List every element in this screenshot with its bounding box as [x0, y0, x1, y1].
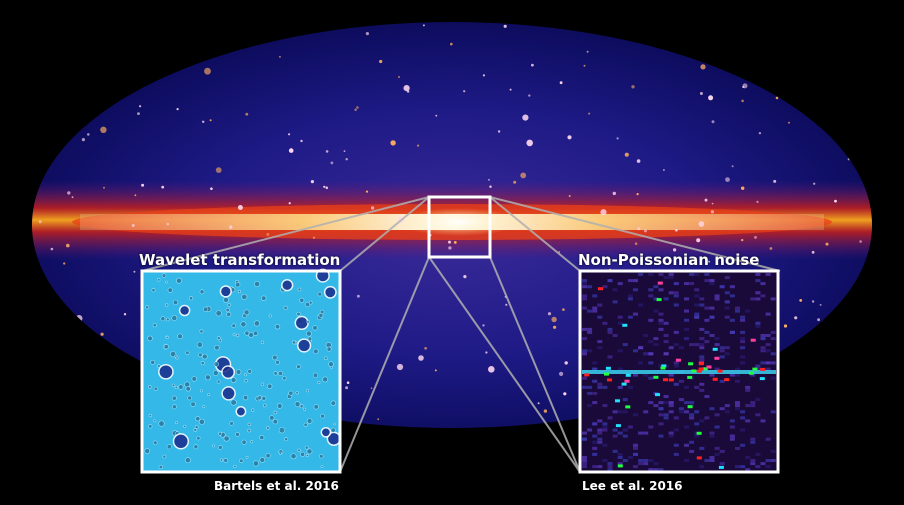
nptf-panel-title: Non-Poissonian noise: [578, 251, 760, 269]
wavelet-citation: Bartels et al. 2016: [214, 479, 339, 493]
wavelet-panel: [140, 268, 342, 474]
nptf-map-pixels: [582, 273, 776, 472]
nptf-panel: [578, 269, 780, 474]
zoom-region-box: [427, 195, 492, 259]
wavelet-map-sources: [144, 268, 341, 470]
nptf-citation: Lee et al. 2016: [582, 479, 683, 493]
wavelet-panel-frame: [140, 269, 342, 474]
zoom-lines: [141, 196, 781, 473]
nptf-panel-frame: [578, 269, 780, 474]
wavelet-panel-title: Wavelet transformation: [139, 251, 341, 269]
